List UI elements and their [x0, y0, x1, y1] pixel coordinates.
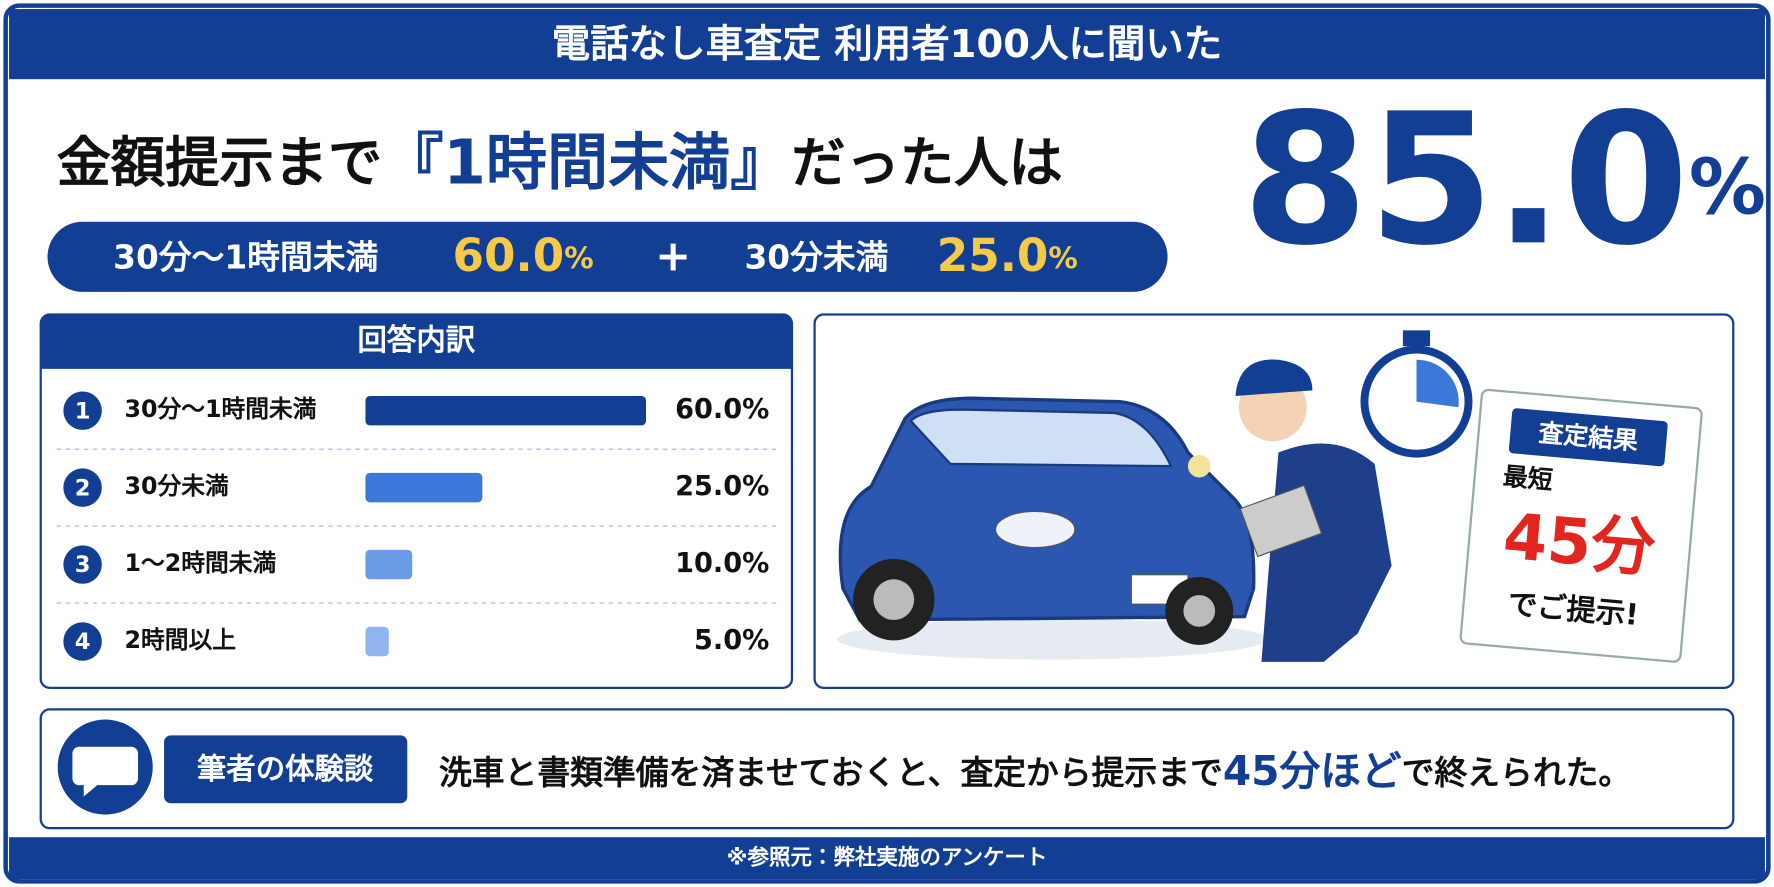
header-band	[9, 9, 1765, 80]
value-label: 60.0%	[675, 394, 769, 425]
part-value: 25.0%	[937, 229, 1078, 282]
mechanic	[1187, 359, 1392, 662]
rank: 4	[75, 629, 91, 655]
footer-band	[9, 837, 1765, 880]
part-number: 25.0	[937, 229, 1049, 282]
bar	[365, 395, 647, 426]
rank: 1	[75, 398, 91, 424]
category-label: 2時間以上	[124, 626, 236, 654]
stopwatch	[1360, 330, 1473, 458]
part-value: 60.0%	[453, 229, 594, 282]
category-label: 1～2時間未満	[124, 549, 276, 577]
car	[837, 396, 1268, 660]
parts-pill	[47, 221, 1168, 292]
headline-text: 金額提示まで	[57, 131, 383, 194]
bar	[365, 549, 413, 580]
headline: 金額提示まで『1時間未満』だった人は	[57, 127, 1063, 198]
bar	[365, 472, 483, 503]
headline-highlight: 『1時間未満』	[382, 127, 791, 198]
total: 85.0%	[1242, 74, 1766, 285]
headline-text: だった人は	[791, 131, 1063, 194]
part-unit: %	[564, 241, 593, 275]
rank-badge	[63, 391, 102, 430]
plus: +	[655, 232, 691, 282]
part-number: 60.0	[453, 229, 565, 282]
sign-time: 45分	[1500, 499, 1658, 586]
sign: 査定結果 最短 45分 でご提示!	[1459, 388, 1703, 663]
value-label: 5.0%	[694, 625, 769, 656]
category-label: 30分～1時間未満	[124, 395, 316, 423]
rank-badge	[63, 622, 102, 661]
footer-source: ※参照元：弊社実施のアンケート	[727, 845, 1048, 871]
rank: 3	[75, 552, 91, 578]
value-label: 10.0%	[675, 548, 769, 579]
part-unit: %	[1048, 241, 1077, 275]
category-label: 30分未満	[124, 472, 229, 500]
value-label: 25.0%	[675, 471, 769, 502]
part-label: 30分未満	[744, 239, 888, 277]
total-number: 85.0	[1242, 74, 1689, 285]
part-label: 30分～1時間未満	[113, 239, 378, 277]
comment-highlight: 45分ほど	[1223, 747, 1402, 795]
breakdown-title: 回答内訳	[358, 323, 476, 357]
comment-text: で終えられた。	[1402, 753, 1632, 791]
comment-panel	[39, 708, 1735, 830]
rank: 2	[75, 475, 91, 501]
breakdown-header	[40, 314, 792, 369]
comment: 洗車と書類準備を済ませておくと、査定から提示まで45分ほどで終えられた。	[439, 747, 1631, 795]
sign-text: 最短	[1502, 462, 1554, 495]
total-unit: %	[1689, 143, 1766, 232]
comment-icon-bubble	[72, 746, 139, 797]
rank-badge	[63, 545, 102, 584]
header-title: 電話なし車査定 利用者100人に聞いた	[552, 22, 1222, 67]
rank-badge	[63, 468, 102, 507]
comment-tag-box	[164, 735, 408, 804]
bar	[365, 626, 389, 657]
comment-tag: 筆者の体験談	[197, 752, 374, 786]
comment-text: 洗車と書類準備を済ませておくと、査定から提示まで	[439, 753, 1223, 791]
